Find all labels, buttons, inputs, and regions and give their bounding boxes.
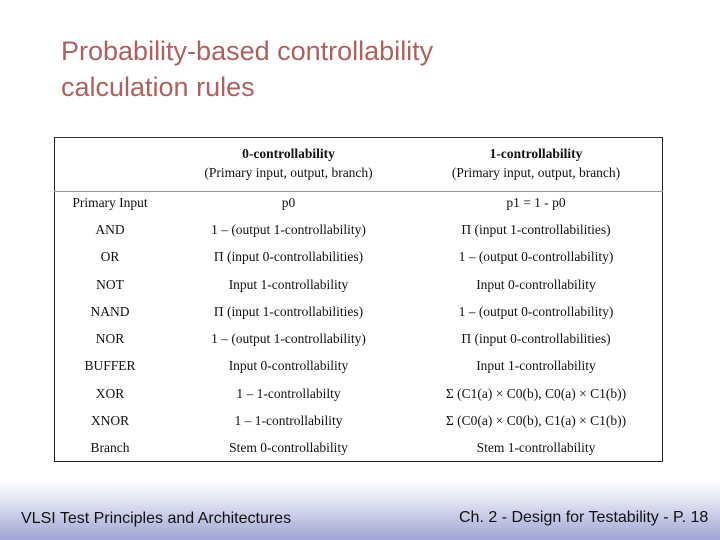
footer-chapter-label: Ch. 2 - Design for Testability - P. 18 <box>459 509 709 526</box>
c1-cell: 1 – (output 0-controllability) <box>458 303 614 319</box>
table-row: Primary Input p0 p1 = 1 - p0 <box>54 189 661 216</box>
element-cell: XNOR <box>90 413 130 429</box>
c0-cell: 1 – 1-controllabilty <box>236 385 341 401</box>
table-header-row: 0-controllability (Primary input, output… <box>54 137 661 189</box>
header-1-subtitle: (Primary input, output, branch) <box>451 165 621 180</box>
c1-cell: p1 = 1 - p0 <box>506 194 566 210</box>
element-cell: Branch <box>90 440 130 456</box>
header-divider <box>54 191 663 192</box>
header-0-subtitle: (Primary input, output, branch) <box>204 165 373 180</box>
element-cell: XOR <box>95 385 125 401</box>
c0-cell: 1 – (output 1-controllability) <box>211 331 366 347</box>
slide-title-line-1: Probability-based controllability <box>61 36 434 66</box>
c0-cell: Input 1-controllability <box>228 276 349 292</box>
c1-cell: Stem 1-controllability <box>476 440 596 456</box>
c1-cell: Input 0-controllability <box>476 276 596 292</box>
element-cell: NAND <box>90 303 130 319</box>
table-row: OR Π (input 0-controllabilities) 1 – (ou… <box>54 244 661 271</box>
c0-cell: Π (input 0-controllabilities) <box>213 249 364 265</box>
table-row: AND 1 – (output 1-controllability) Π (in… <box>54 216 661 243</box>
element-cell: AND <box>95 221 125 237</box>
header-element <box>54 137 166 189</box>
c1-cell: Π (input 0-controllabilities) <box>461 331 611 347</box>
footer-band <box>0 480 720 540</box>
c1-cell: Π (input 1-controllabilities) <box>461 221 611 237</box>
slide-title: Probability-based controllability calcul… <box>61 33 621 105</box>
header-0-controllability: 0-controllability (Primary input, output… <box>166 137 411 189</box>
element-cell: NOR <box>95 331 125 347</box>
element-cell: OR <box>100 249 120 265</box>
header-0-title: 0-controllability <box>242 146 335 161</box>
table-row: Branch Stem 0-controllability Stem 1-con… <box>54 435 661 462</box>
table-row: XOR 1 – 1-controllabilty Σ (C1(a) × C0(b… <box>54 380 661 407</box>
c1-cell: Σ (C0(a) × C0(b), C1(a) × C1(b)) <box>445 413 627 429</box>
c1-cell: 1 – (output 0-controllability) <box>458 249 614 265</box>
c0-cell: Π (input 1-controllabilities) <box>213 303 364 319</box>
table-row: NAND Π (input 1-controllabilities) 1 – (… <box>54 298 661 325</box>
element-cell: Primary Input <box>72 194 148 210</box>
c0-cell: Input 0-controllability <box>228 358 349 374</box>
c1-cell: Input 1-controllability <box>476 358 596 374</box>
c0-cell: p0 <box>281 194 296 210</box>
c1-cell: Σ (C1(a) × C0(b), C0(a) × C1(b)) <box>445 385 627 401</box>
footer-course-title: VLSI Test Principles and Architectures <box>21 510 292 527</box>
c0-cell: Stem 0-controllability <box>229 440 348 456</box>
header-1-controllability: 1-controllability (Primary input, output… <box>411 137 661 189</box>
c0-cell: 1 – 1-controllability <box>234 413 343 429</box>
c0-cell: 1 – (output 1-controllability) <box>211 221 366 237</box>
table-row: BUFFER Input 0-controllability Input 1-c… <box>54 353 661 380</box>
controllability-rules-table: 0-controllability (Primary input, output… <box>54 137 661 462</box>
table-row: NOR 1 – (output 1-controllability) Π (in… <box>54 325 661 352</box>
slide-title-line-2: calculation rules <box>61 72 255 102</box>
element-cell: BUFFER <box>84 358 136 374</box>
table-row: XNOR 1 – 1-controllability Σ (C0(a) × C0… <box>54 407 661 434</box>
element-cell: NOT <box>96 276 124 292</box>
table-row: NOT Input 1-controllability Input 0-cont… <box>54 271 661 298</box>
header-1-title: 1-controllability <box>489 146 583 161</box>
